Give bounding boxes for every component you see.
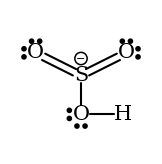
Circle shape <box>128 39 133 43</box>
Text: O: O <box>27 43 44 62</box>
Circle shape <box>22 55 26 59</box>
Circle shape <box>29 39 34 43</box>
Circle shape <box>67 116 71 121</box>
Text: O: O <box>118 43 135 62</box>
Text: S: S <box>74 66 88 85</box>
Circle shape <box>136 55 140 59</box>
Circle shape <box>75 124 79 128</box>
Circle shape <box>136 47 140 51</box>
Text: H: H <box>114 105 132 124</box>
Text: −: − <box>76 53 86 63</box>
Circle shape <box>120 39 124 43</box>
Circle shape <box>38 39 42 43</box>
Circle shape <box>83 124 87 128</box>
Text: O: O <box>73 105 89 124</box>
Circle shape <box>22 47 26 51</box>
Circle shape <box>67 108 71 113</box>
